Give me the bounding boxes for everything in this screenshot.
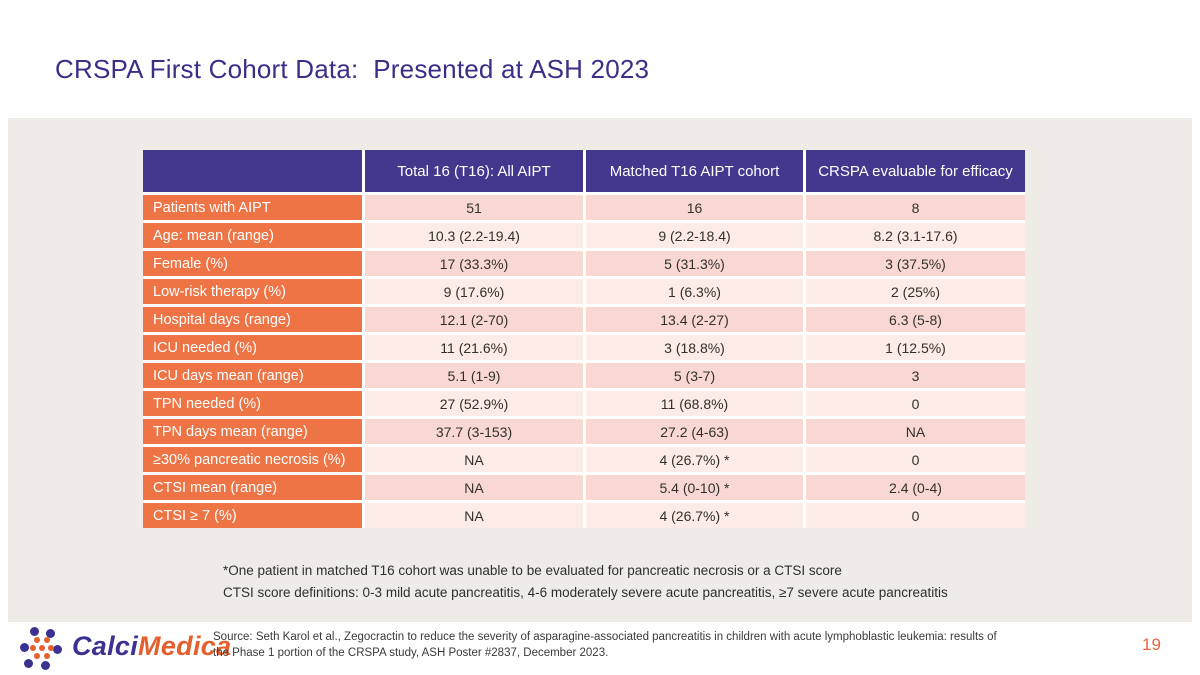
table-cell: 0 [806,503,1025,528]
row-label-pancreatic-necrosis: ≥30% pancreatic necrosis (%) [143,447,362,472]
page-number: 19 [1142,635,1161,654]
table-cell: NA [365,503,583,528]
table-cell: 4 (26.7%) * [586,503,803,528]
table-cell: NA [806,419,1025,444]
row-label-tpn-needed: TPN needed (%) [143,391,362,416]
table-cell: 5 (3-7) [586,363,803,388]
table-cell: 5.1 (1-9) [365,363,583,388]
table-cell: NA [365,475,583,500]
calcimedica-logo-text: CalciMedica [72,631,231,662]
table-header-total16: Total 16 (T16): All AIPT [365,150,583,192]
logo-orange-dots [39,645,45,651]
table-cell: 10.3 (2.2-19.4) [365,223,583,248]
row-label-low-risk-therapy: Low-risk therapy (%) [143,279,362,304]
table-cell: 8 [806,195,1025,220]
row-label-patients-with-aipt: Patients with AIPT [143,195,362,220]
table-cell: 11 (68.8%) [586,391,803,416]
table-cell: 3 (37.5%) [806,251,1025,276]
footnote-ctsi-definitions: CTSI score definitions: 0-3 mild acute p… [223,585,948,601]
table-cell: 2 (25%) [806,279,1025,304]
table-cell: 2.4 (0-4) [806,475,1025,500]
table-header-empty [143,150,362,192]
table-header-matched: Matched T16 AIPT cohort [586,150,803,192]
table-cell: 13.4 (2-27) [586,307,803,332]
table-cell: 37.7 (3-153) [365,419,583,444]
row-label-age-mean-range: Age: mean (range) [143,223,362,248]
footer: CalciMedica Source: Seth Karol et al., Z… [0,622,1200,675]
row-label-ctsi-ge7: CTSI ≥ 7 (%) [143,503,362,528]
table-cell: 12.1 (2-70) [365,307,583,332]
footnote-asterisk: *One patient in matched T16 cohort was u… [223,563,842,578]
table-cell: 16 [586,195,803,220]
page-title: CRSPA First Cohort Data: Presented at AS… [55,54,650,84]
table-cell: 8.2 (3.1-17.6) [806,223,1025,248]
table-cell: 27 (52.9%) [365,391,583,416]
table-cell: 4 (26.7%) * [586,447,803,472]
table-cell: 5.4 (0-10) * [586,475,803,500]
table-cell: 27.2 (4-63) [586,419,803,444]
table-cell: 6.3 (5-8) [806,307,1025,332]
table-header-crspa: CRSPA evaluable for efficacy [806,150,1025,192]
logo-purple-dots [30,627,39,636]
row-label-icu-days: ICU days mean (range) [143,363,362,388]
row-label-icu-needed: ICU needed (%) [143,335,362,360]
source-citation: Source: Seth Karol et al., Zegocractin t… [213,631,997,659]
table-cell: NA [365,447,583,472]
footnotes: *One patient in matched T16 cohort was u… [223,560,948,605]
table-cell: 9 (2.2-18.4) [586,223,803,248]
cohort-data-table: Total 16 (T16): All AIPT Matched T16 AIP… [143,150,1025,528]
row-label-hospital-days: Hospital days (range) [143,307,362,332]
table-cell: 9 (17.6%) [365,279,583,304]
table-cell: 11 (21.6%) [365,335,583,360]
table-cell: 51 [365,195,583,220]
row-label-tpn-days: TPN days mean (range) [143,419,362,444]
table-cell: 5 (31.3%) [586,251,803,276]
table-cell: 17 (33.3%) [365,251,583,276]
row-label-female-pct: Female (%) [143,251,362,276]
row-label-ctsi-mean: CTSI mean (range) [143,475,362,500]
table-cell: 1 (12.5%) [806,335,1025,360]
table-cell: 0 [806,391,1025,416]
table-cell: 3 [806,363,1025,388]
table-cell: 3 (18.8%) [586,335,803,360]
content-panel: Total 16 (T16): All AIPT Matched T16 AIP… [8,118,1192,622]
logo-text-medica: Medica [138,631,232,661]
calcimedica-logo: CalciMedica [20,625,250,671]
table-cell: 1 (6.3%) [586,279,803,304]
calcimedica-logo-dots-icon [20,626,64,670]
logo-text-calci: Calci [72,631,139,661]
table-cell: 0 [806,447,1025,472]
